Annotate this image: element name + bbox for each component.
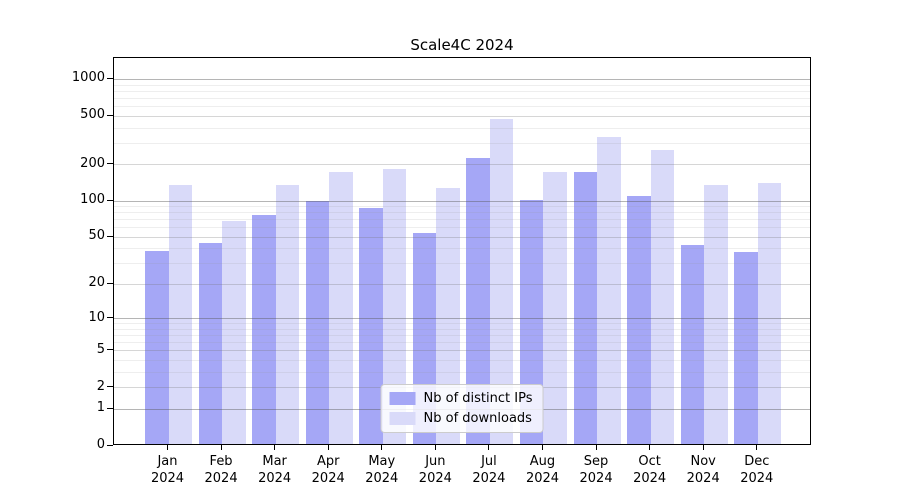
x-tick-mark-aug <box>541 445 543 450</box>
bar-ips-sep <box>573 172 598 444</box>
bar-ips-may <box>359 208 383 444</box>
bar-downloads-aug <box>543 171 567 444</box>
bar-downloads-feb <box>222 220 246 444</box>
x-tick-label-nov: Nov 2024 <box>686 454 720 486</box>
x-tick-label-may: May 2024 <box>365 454 399 486</box>
bar-ips-mar <box>252 215 276 444</box>
y-tick-label-2: 2 <box>96 378 105 394</box>
x-tick-mark-sep <box>595 445 597 450</box>
y-tick-label-20: 20 <box>88 275 105 291</box>
x-tick-label-jan: Jan 2024 <box>150 454 185 486</box>
legend-item-distinct-ips: Nb of distinct IPs <box>389 391 533 406</box>
bar-downloads-jan <box>168 185 192 444</box>
x-tick-mark-apr <box>327 445 329 450</box>
x-tick-mark-jun <box>434 445 436 450</box>
x-tick-label-jun: Jun 2024 <box>418 454 452 486</box>
y-tick-mark-50 <box>107 235 113 237</box>
y-tick-mark-5 <box>107 349 113 351</box>
x-tick-label-mar: Mar 2024 <box>258 454 292 486</box>
x-tick-mark-oct <box>649 445 651 450</box>
x-tick-label-jul: Jul 2024 <box>472 454 506 486</box>
y-tick-label-200: 200 <box>80 155 105 171</box>
y-tick-label-500: 500 <box>80 107 105 123</box>
bar-downloads-oct <box>650 149 675 444</box>
bar-downloads-nov <box>704 185 728 444</box>
y-tick-mark-1 <box>107 407 113 409</box>
y-tick-label-100: 100 <box>80 192 105 208</box>
bars-layer <box>114 58 810 444</box>
x-tick-mark-dec <box>756 445 758 450</box>
y-tick-mark-0 <box>107 444 113 446</box>
y-tick-mark-100 <box>107 199 113 201</box>
legend-label-downloads: Nb of downloads <box>423 411 532 426</box>
x-tick-mark-may <box>381 445 383 450</box>
bar-ips-jan <box>145 251 169 444</box>
bar-downloads-apr <box>329 171 353 444</box>
chart-title: Scale4C 2024 <box>410 36 514 54</box>
x-tick-mark-nov <box>702 445 704 450</box>
y-tick-label-50: 50 <box>88 228 105 244</box>
y-tick-label-1000: 1000 <box>71 70 105 86</box>
y-tick-mark-2 <box>107 386 113 388</box>
x-tick-label-sep: Sep 2024 <box>579 454 613 486</box>
legend-swatch-distinct-ips <box>389 392 416 405</box>
x-tick-mark-mar <box>274 445 276 450</box>
x-tick-label-dec: Dec 2024 <box>740 454 774 486</box>
bar-ips-jul <box>466 157 490 444</box>
y-tick-label-1: 1 <box>96 400 105 416</box>
legend-label-distinct-ips: Nb of distinct IPs <box>423 391 533 406</box>
bar-ips-aug <box>519 199 544 444</box>
x-tick-mark-feb <box>220 445 222 450</box>
bar-ips-oct <box>627 195 651 444</box>
y-tick-mark-20 <box>107 282 113 284</box>
bar-ips-nov <box>680 244 705 444</box>
x-tick-label-aug: Aug 2024 <box>525 454 560 486</box>
legend: Nb of distinct IPs Nb of downloads <box>380 384 544 433</box>
bar-ips-apr <box>305 201 330 444</box>
y-tick-label-0: 0 <box>96 437 105 452</box>
legend-item-downloads: Nb of downloads <box>389 411 533 426</box>
bar-ips-feb <box>198 243 223 444</box>
bar-downloads-dec <box>757 183 782 444</box>
legend-swatch-downloads <box>389 412 416 425</box>
y-tick-mark-10 <box>107 317 113 319</box>
bar-ips-dec <box>734 252 758 444</box>
x-tick-label-oct: Oct 2024 <box>633 454 667 486</box>
y-tick-label-10: 10 <box>88 309 105 325</box>
bar-downloads-jun <box>436 187 460 444</box>
y-tick-mark-200 <box>107 163 113 165</box>
bar-downloads-sep <box>597 137 621 444</box>
bar-downloads-mar <box>275 184 300 444</box>
y-tick-label-5: 5 <box>96 341 105 357</box>
x-tick-label-feb: Feb 2024 <box>204 454 238 486</box>
x-tick-mark-jan <box>167 445 168 450</box>
bar-downloads-jul <box>489 118 514 444</box>
x-tick-mark-jul <box>488 445 490 450</box>
bar-downloads-may <box>382 168 407 444</box>
y-tick-mark-500 <box>107 114 113 116</box>
plot-area: Nb of distinct IPs Nb of downloads <box>113 57 811 445</box>
x-tick-label-apr: Apr 2024 <box>311 454 345 486</box>
y-tick-mark-1000 <box>107 77 113 79</box>
